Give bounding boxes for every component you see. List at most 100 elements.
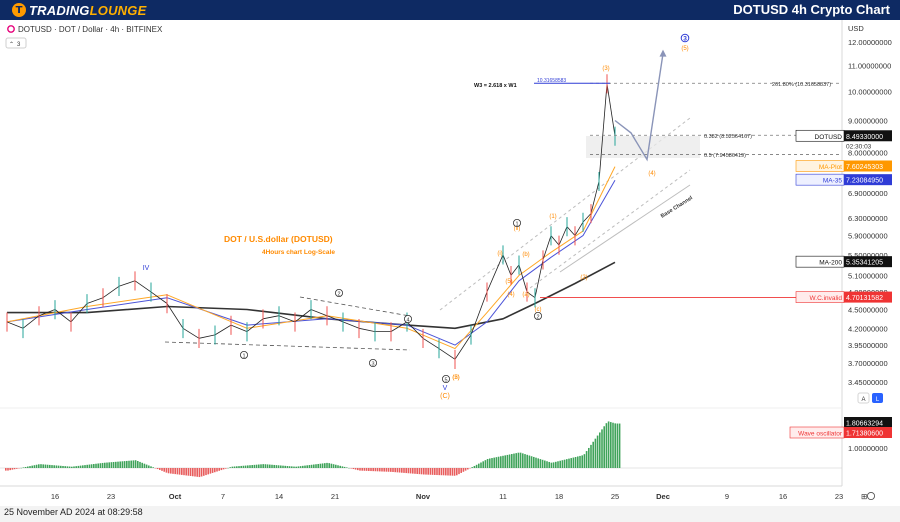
circle-1b-icon (513, 218, 522, 227)
badge-value: 8.49330000 (846, 134, 883, 141)
osc-bar (46, 464, 49, 468)
osc-bar (194, 468, 196, 477)
header-bar: T TRADINGLOUNGE DOTUSD 4h Crypto Chart (0, 0, 900, 20)
circ-label-3: 3 (371, 361, 374, 367)
symbol-info: DOTUSD · DOT / Dollar · 4h · BITFINEX (18, 25, 163, 34)
osc-bar (145, 464, 148, 468)
osc-bar (581, 455, 583, 468)
brand-mark-icon: T (12, 3, 26, 17)
time-axis[interactable]: 16 23 Oct 7 14 21 Nov 11 18 25 Dec 9 16 23 (51, 492, 843, 501)
osc-bar (317, 463, 319, 468)
osc-bar (40, 464, 42, 468)
chart-sub-label: 4Hours chart Log-Scale (262, 249, 335, 256)
osc-bar (343, 466, 346, 468)
osc-bar (255, 464, 258, 468)
osc-bar (66, 466, 69, 468)
osc-bar (260, 464, 262, 468)
osc-bar (207, 468, 209, 475)
osc-bar (90, 464, 93, 468)
base-channel-label: Base Channel (660, 195, 694, 220)
osc-bar (513, 453, 515, 468)
series-line-dotusd (6, 83, 616, 360)
brand-name: TRADINGLOUNGE (29, 3, 146, 18)
badge-name: MA-Plot (819, 164, 842, 171)
price-tick-label: 6.90000000 (848, 189, 888, 198)
price-tick-label: 12.00000000 (848, 38, 892, 47)
osc-bar (436, 468, 438, 476)
wave-proj-4: (4) (648, 171, 655, 177)
osc-bar (579, 455, 581, 468)
indicator-toggle[interactable] (5, 37, 27, 49)
osc-bar (249, 465, 251, 468)
settings-gear-icon[interactable] (866, 491, 876, 501)
circ-label-5: 5 (444, 377, 447, 383)
osc-bar (306, 465, 308, 468)
price-tick-label: 5.90000000 (848, 232, 888, 241)
base-channel (164, 117, 691, 351)
osc-bar (167, 468, 170, 474)
circ-label-1: 1 (242, 353, 245, 359)
osc-bar (99, 463, 102, 468)
osc-bar (13, 468, 16, 470)
osc-bar (24, 466, 27, 468)
circled-wave-labels: 1 2 3 4 5 1 2 (2) B (239, 218, 543, 383)
osc-bar (288, 466, 291, 468)
osc-bar (570, 458, 572, 468)
osc-bar (304, 465, 306, 468)
osc-bar (616, 423, 619, 468)
osc-bar (299, 466, 302, 468)
circ-label-1b: 1 (515, 221, 518, 227)
wave-proj-5: (5) (681, 46, 688, 52)
osc-bar (42, 464, 44, 468)
osc-bar (183, 468, 185, 476)
osc-bar (429, 468, 432, 475)
osc-bar (29, 466, 31, 468)
osc-bar (247, 465, 249, 468)
osc-bar (328, 463, 330, 468)
osc-bar (599, 432, 601, 468)
osc-bar (284, 465, 286, 468)
osc-bar (460, 468, 462, 473)
scale-log-button[interactable] (872, 393, 883, 403)
osc-bar (480, 462, 482, 468)
osc-bar (222, 468, 225, 470)
osc-bar (209, 468, 212, 474)
osc-bar (5, 468, 7, 471)
price-chart[interactable]: DOTUSD · DOT / Dollar · 4h · BITFINEX ⌃ … (0, 20, 900, 506)
badge: MA-200 5.35341205 (795, 255, 892, 268)
osc-bar (475, 464, 478, 468)
wave-roman-v: V (443, 385, 448, 392)
osc-bar (62, 465, 64, 468)
osc-bar (57, 465, 60, 468)
price-layer (6, 74, 616, 369)
osc-badge-value: 1.71380600 (846, 431, 883, 438)
osc-bar (363, 468, 366, 471)
osc-bar (500, 456, 502, 468)
osc-bar (16, 468, 18, 469)
osc-bar (264, 464, 267, 468)
osc-bar (478, 463, 480, 468)
price-axis[interactable]: 12.00000000 11.00000000 10.00000000 9.00000… (848, 38, 892, 453)
brand-logo[interactable]: T TRADINGLOUNGE (12, 2, 146, 18)
osc-bar (203, 468, 205, 476)
osc-bar (346, 467, 348, 468)
osc-bar (218, 468, 220, 471)
osc-bar (220, 468, 223, 471)
osc-bar (515, 453, 517, 468)
time-tick-label: 14 (275, 492, 283, 501)
calendar-icon[interactable]: ⊞ (861, 492, 867, 501)
osc-bar (559, 460, 561, 468)
osc-bar (189, 468, 192, 476)
time-tick-label: 23 (107, 492, 115, 501)
osc-bar (592, 441, 594, 468)
osc-bar (33, 465, 36, 468)
osc-bar (128, 460, 130, 468)
osc-bar (418, 468, 421, 475)
osc-bar (163, 468, 165, 472)
osc-bar (130, 460, 132, 468)
osc-bar (557, 461, 559, 468)
osc-bar (572, 457, 575, 468)
osc-bar (614, 423, 616, 468)
scale-auto-button[interactable] (857, 392, 870, 404)
